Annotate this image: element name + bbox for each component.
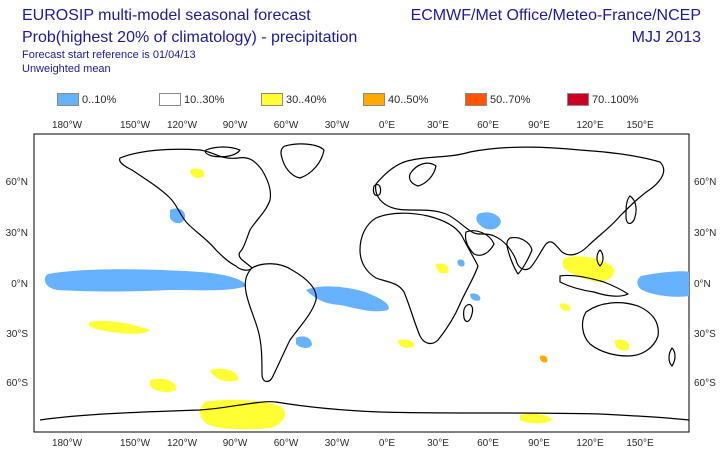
new-zealand-coast xyxy=(668,347,676,367)
arabian-blue xyxy=(457,259,465,267)
lon-tick-label: 90°W xyxy=(223,438,248,449)
lon-tick-label: 30°W xyxy=(325,438,350,449)
lon-tick-label: 180°W xyxy=(52,120,83,131)
scandinavia-coast xyxy=(408,162,437,187)
south-america-coast xyxy=(244,263,317,383)
lon-tick-label: 120°W xyxy=(167,438,198,449)
lon-tick-label: 30°E xyxy=(427,438,449,449)
lat-tick-label: 60°N xyxy=(6,177,28,188)
africa-coast xyxy=(359,212,479,345)
maritime-continent-yellow xyxy=(562,256,615,282)
legend-label: 30..40% xyxy=(286,94,327,106)
legend-swatch xyxy=(57,93,79,106)
lon-tick-label: 150°E xyxy=(626,120,654,131)
higher-probability-areas xyxy=(539,355,548,363)
lon-ticks-bottom: 180°W 150°W 120°W 90°W 60°W 30°W 0°E 30°… xyxy=(52,438,654,449)
lon-tick-label: 120°W xyxy=(167,120,198,131)
sahara-blue xyxy=(476,212,501,230)
eq-pacific-blue xyxy=(44,269,246,292)
legend-swatch xyxy=(465,93,487,106)
indonesia-coast xyxy=(559,274,629,297)
lon-tick-label: 180°W xyxy=(52,438,83,449)
southeast-pacific-yellow xyxy=(150,378,177,393)
lat-tick-label: 0°N xyxy=(11,279,28,290)
legend-swatch xyxy=(363,93,385,106)
south-pacific-yellow xyxy=(88,320,150,334)
lat-tick-label: 60°S xyxy=(694,378,716,389)
south-australia-yellow xyxy=(520,413,552,424)
japan-coast xyxy=(625,195,637,225)
brazil-blue xyxy=(296,336,312,348)
lon-tick-label: 60°W xyxy=(274,120,299,131)
indian-blue xyxy=(470,293,481,301)
lon-tick-label: 120°E xyxy=(576,438,604,449)
lon-tick-label: 90°W xyxy=(223,120,248,131)
map-title: EUROSIP multi-model seasonal forecast xyxy=(22,7,311,24)
madagascar-coast xyxy=(463,303,474,323)
australia-coast xyxy=(581,302,659,357)
antarctica-coast xyxy=(39,401,690,421)
legend-label: 70..100% xyxy=(592,94,639,106)
arctic-islands-coast xyxy=(204,146,241,158)
lon-tick-label: 60°E xyxy=(477,120,499,131)
philippines-coast xyxy=(596,249,604,267)
arabian-sea-yellow xyxy=(436,263,449,274)
weighting-note: Unweighted mean xyxy=(22,63,111,75)
legend-label: 10..30% xyxy=(184,94,225,106)
legend-label: 0..10% xyxy=(82,94,117,106)
lat-tick-label: 30°S xyxy=(6,329,28,340)
lon-tick-label: 150°W xyxy=(120,120,151,131)
indian-ocean-orange xyxy=(539,355,548,363)
lon-tick-label: 90°E xyxy=(528,438,550,449)
eurasia-coast xyxy=(375,146,665,271)
lon-tick-label: 120°E xyxy=(576,120,604,131)
map-subtitle: Prob(highest 20% of climatology) - preci… xyxy=(22,29,358,46)
north-atlantic-yellow xyxy=(190,168,205,178)
lon-tick-label: 30°E xyxy=(427,120,449,131)
lon-tick-label: 0°E xyxy=(379,438,396,449)
lon-tick-label: 60°E xyxy=(477,438,499,449)
legend-swatch xyxy=(567,93,589,106)
lat-tick-label: 60°N xyxy=(694,177,716,188)
arabia-coast xyxy=(464,230,495,256)
se-atlantic-blue xyxy=(306,286,389,312)
india-coast xyxy=(506,237,533,275)
legend-swatch xyxy=(159,93,181,106)
lon-ticks-top: 180°W 150°W 120°W 90°W 60°W 30°W 0°E 30°… xyxy=(52,120,654,131)
lon-tick-label: 30°W xyxy=(325,120,350,131)
southern-ocean-yellow xyxy=(210,368,239,382)
lat-tick-label: 30°N xyxy=(694,228,716,239)
lon-tick-label: 150°W xyxy=(120,438,151,449)
lat-tick-label: 30°N xyxy=(6,228,28,239)
legend-label: 50..70% xyxy=(490,94,531,106)
lon-tick-label: 150°E xyxy=(626,438,654,449)
lat-ticks-left: 60°N 30°N 0°N 30°S 60°S xyxy=(6,177,29,389)
greenland-coast xyxy=(280,143,325,179)
forecast-start-reference: Forecast start reference is 01/04/13 xyxy=(22,49,196,61)
lon-tick-label: 60°W xyxy=(274,438,299,449)
lat-tick-label: 30°S xyxy=(694,329,716,340)
lon-tick-label: 0°E xyxy=(379,120,396,131)
lat-tick-label: 0°N xyxy=(694,279,711,290)
season-label: MJJ 2013 xyxy=(631,29,701,46)
south-indian-yellow xyxy=(614,339,630,351)
legend-swatch xyxy=(261,93,283,106)
lat-tick-label: 60°S xyxy=(6,378,28,389)
low-probability-areas xyxy=(44,208,689,348)
uk-coast xyxy=(372,183,382,197)
lat-ticks-right: 60°N 30°N 0°N 30°S 60°S xyxy=(694,177,716,389)
organizations-label: ECMWF/Met Office/Meteo-France/NCEP xyxy=(410,7,701,24)
lon-tick-label: 90°E xyxy=(528,120,550,131)
legend-label: 40..50% xyxy=(388,94,429,106)
ne-pacific-blue xyxy=(170,208,186,224)
w-pacific-blue xyxy=(637,271,689,297)
coastlines xyxy=(39,143,690,421)
south-atlantic-yellow xyxy=(398,339,415,348)
north-america-coast xyxy=(119,148,272,271)
central-pacific-yellow xyxy=(559,303,571,311)
